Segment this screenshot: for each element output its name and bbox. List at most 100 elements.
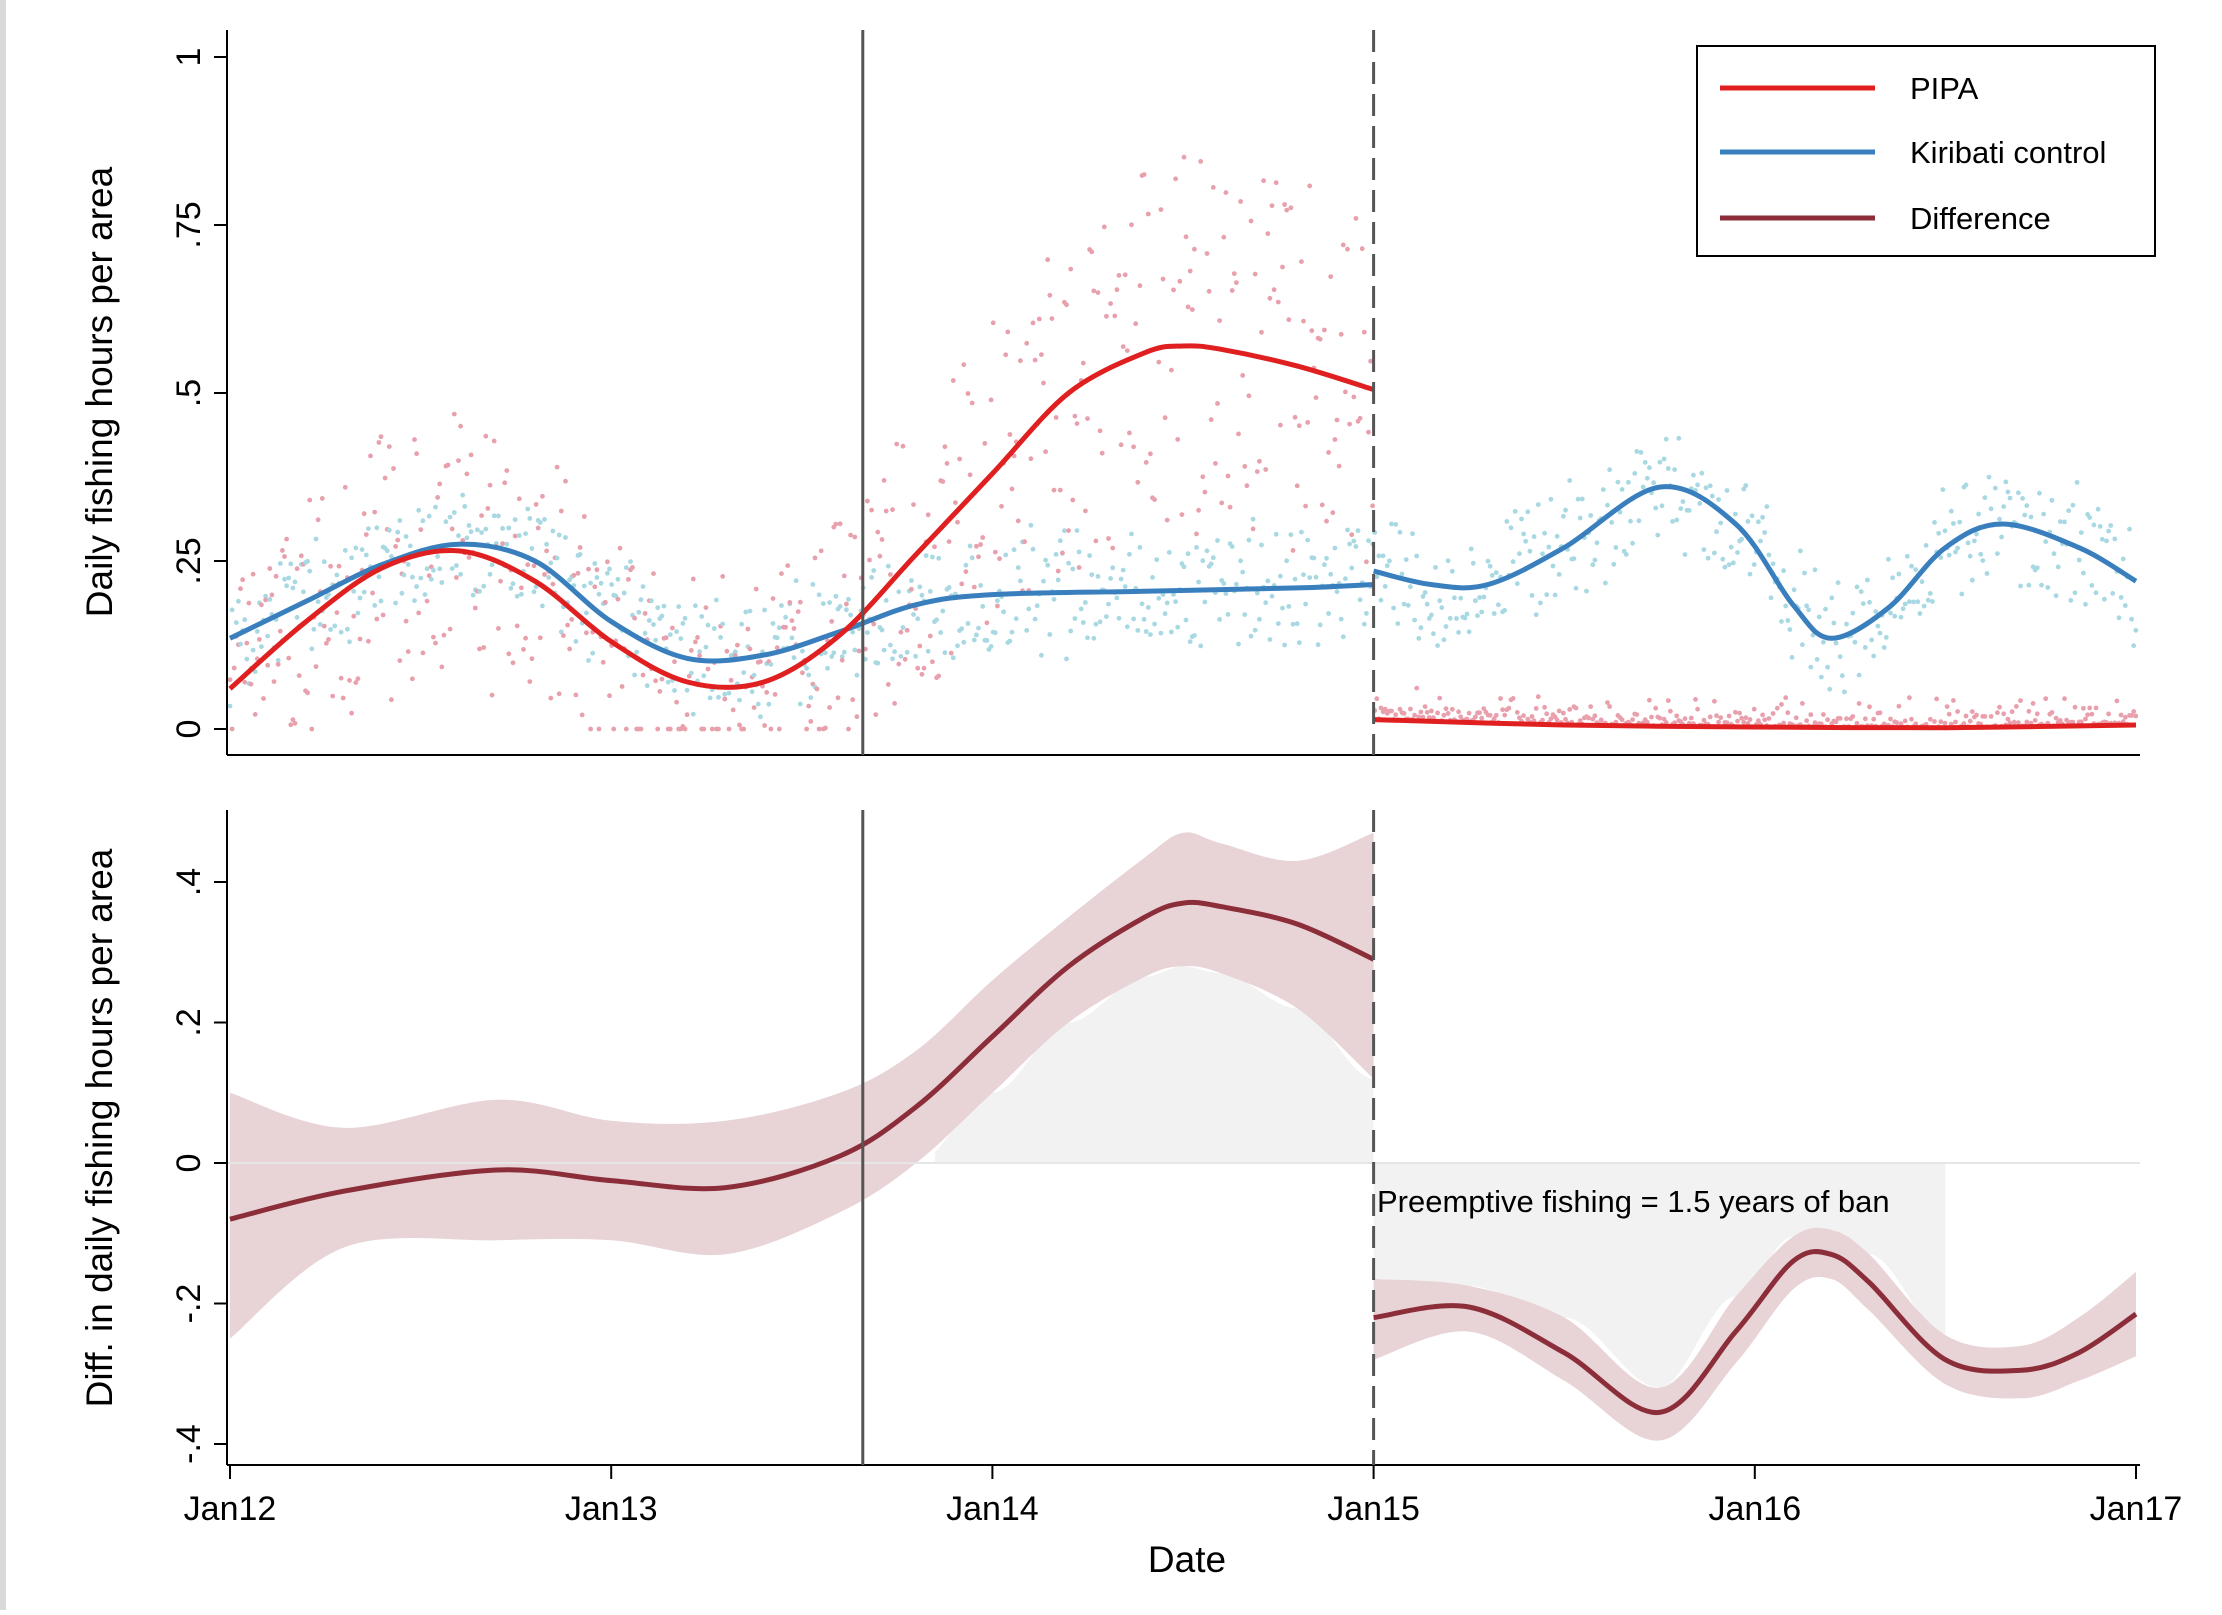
kiribati-scatter-point xyxy=(556,532,562,538)
kiribati-scatter-point xyxy=(420,518,426,524)
pipa-scatter-point xyxy=(762,723,767,728)
pipa-scatter-point xyxy=(298,553,304,559)
pipa-scatter-point xyxy=(982,441,988,446)
kiribati-scatter-point xyxy=(548,560,554,566)
kiribati-scatter-point xyxy=(930,554,935,560)
kiribati-scatter-point xyxy=(1202,599,1208,605)
kiribati-fit-line-pre xyxy=(228,541,1374,664)
kiribati-scatter-point xyxy=(1299,529,1304,535)
pipa-scatter-point xyxy=(2007,720,2013,726)
kiribati-scatter-point xyxy=(871,568,877,573)
pipa-scatter-point xyxy=(1326,450,1331,455)
kiribati-scatter-point xyxy=(1242,612,1248,617)
pipa-scatter-point xyxy=(231,665,237,671)
kiribati-scatter-point xyxy=(1083,600,1088,605)
kiribati-scatter-point xyxy=(2104,538,2109,544)
kiribati-scatter-point xyxy=(644,683,650,689)
pipa-scatter-point xyxy=(389,697,394,703)
pipa-scatter-point xyxy=(451,411,457,417)
kiribati-scatter-point xyxy=(458,571,463,577)
kiribati-scatter-point xyxy=(1462,615,1468,621)
kiribati-scatter-point xyxy=(1397,529,1403,535)
kiribati-scatter-point xyxy=(1640,484,1646,490)
kiribati-scatter-point xyxy=(1328,571,1334,577)
pipa-scatter-point xyxy=(2081,705,2086,711)
kiribati-scatter-point xyxy=(1630,540,1635,546)
kiribati-scatter-point xyxy=(1464,611,1470,617)
kiribati-scatter-point xyxy=(399,590,405,596)
kiribati-scatter-point xyxy=(1896,571,1902,577)
kiribati-scatter-point xyxy=(1066,560,1071,566)
pipa-scatter-point xyxy=(361,511,367,517)
kiribati-scatter-point xyxy=(1871,653,1877,659)
pipa-scatter-point xyxy=(600,659,606,665)
kiribati-scatter-point xyxy=(2045,585,2051,590)
kiribati-scatter-point xyxy=(1953,549,1958,555)
pipa-scatter-point xyxy=(1359,246,1365,252)
kiribati-scatter-point xyxy=(1225,612,1231,617)
kiribati-scatter-point xyxy=(431,567,436,573)
pipa-scatter-point xyxy=(1101,224,1107,230)
kiribati-scatter-point xyxy=(1322,562,1327,568)
kiribati-scatter-point xyxy=(397,518,403,523)
kiribati-scatter-point xyxy=(449,566,455,571)
kiribati-scatter-point xyxy=(1305,537,1311,543)
kiribati-scatter-point xyxy=(1269,593,1275,599)
pipa-scatter-point xyxy=(1162,415,1168,421)
kiribati-scatter-point xyxy=(934,617,939,623)
pipa-scatter-point xyxy=(1741,719,1747,725)
pipa-scatter-point xyxy=(321,623,327,629)
kiribati-scatter-point xyxy=(527,516,533,521)
kiribati-scatter-point xyxy=(1047,632,1053,637)
kiribati-scatter-point xyxy=(1395,621,1401,626)
kiribati-scatter-point xyxy=(2072,590,2078,596)
pipa-scatter-point xyxy=(1072,413,1078,419)
pipa-scatter-point xyxy=(980,535,986,540)
pipa-scatter-point xyxy=(1055,568,1061,574)
kiribati-scatter-point xyxy=(1760,514,1765,520)
pipa-scatter-point xyxy=(464,471,470,477)
kiribati-scatter-point xyxy=(2112,536,2118,542)
kiribati-scatter-point xyxy=(739,621,744,627)
kiribati-scatter-point xyxy=(1131,616,1136,622)
pipa-scatter-point xyxy=(959,581,965,587)
kiribati-scatter-point xyxy=(688,670,694,676)
pipa-scatter-point xyxy=(1028,456,1034,462)
kiribati-scatter-point xyxy=(349,555,354,561)
pipa-scatter-point xyxy=(296,673,302,678)
pipa-scatter-point xyxy=(978,542,983,547)
kiribati-scatter-point xyxy=(967,543,973,549)
bottom-y-tick-label: -.2 xyxy=(170,1284,208,1324)
pipa-scatter-point xyxy=(500,541,505,546)
pipa-scatter-point xyxy=(1217,318,1222,323)
pipa-scatter-point xyxy=(640,672,646,678)
kiribati-scatter-point xyxy=(1724,488,1730,493)
pipa-scatter-point xyxy=(439,664,445,670)
pipa-scatter-point xyxy=(753,586,759,592)
kiribati-scatter-point xyxy=(623,565,629,570)
kiribati-scatter-point xyxy=(598,580,604,586)
kiribati-scatter-point xyxy=(1009,629,1015,635)
kiribati-scatter-point xyxy=(988,644,994,649)
pipa-scatter-point xyxy=(1370,503,1375,509)
kiribati-scatter-point xyxy=(1561,513,1566,519)
pipa-scatter-point xyxy=(2018,698,2023,703)
kiribati-scatter-point xyxy=(1733,511,1738,517)
kiribati-scatter-point xyxy=(347,639,352,645)
kiribati-scatter-point xyxy=(1001,609,1006,615)
pipa-scatter-point xyxy=(695,635,700,640)
pipa-scatter-point xyxy=(808,719,814,724)
kiribati-scatter-point xyxy=(1160,592,1166,597)
kiribati-scatter-point xyxy=(1890,575,1895,581)
kiribati-scatter-point xyxy=(1512,509,1518,514)
kiribati-scatter-point xyxy=(1466,629,1472,635)
kiribati-scatter-point xyxy=(422,592,428,597)
kiribati-scatter-point xyxy=(1917,611,1923,616)
kiribati-scatter-point xyxy=(301,589,306,595)
pipa-scatter-point xyxy=(1076,565,1082,570)
pipa-scatter-point xyxy=(1049,316,1055,321)
pipa-scatter-point xyxy=(1252,271,1258,277)
kiribati-scatter-point xyxy=(229,607,235,613)
kiribati-scatter-point xyxy=(1955,545,1960,551)
kiribati-scatter-point xyxy=(1171,592,1176,597)
